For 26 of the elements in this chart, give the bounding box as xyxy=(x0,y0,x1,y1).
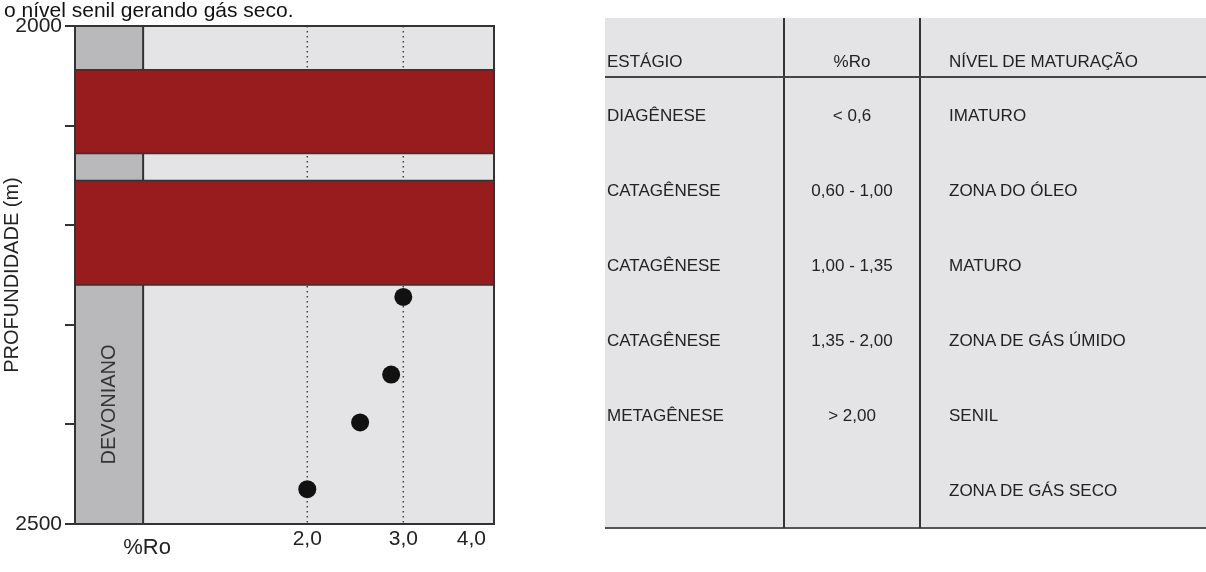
text: CATAGÊNESE xyxy=(605,153,785,228)
text: ZONA DE GÁS SECO xyxy=(948,479,1119,502)
category-label: ESTÁGIO xyxy=(605,18,785,76)
text: < 0,6 xyxy=(785,78,921,153)
x-tick-label: 3,0 xyxy=(388,526,418,550)
text: CATAGÊNESE xyxy=(605,303,785,378)
text: > 2,00 xyxy=(785,378,921,453)
y-tick-label: 2500 xyxy=(15,510,62,534)
text: METAGÊNESE xyxy=(605,378,785,453)
text: MATURO xyxy=(948,254,1023,277)
text: CATAGÊNESE xyxy=(605,228,785,303)
text: ZONA DO ÓLEO xyxy=(948,179,1079,202)
text: DIAGÊNESE xyxy=(605,78,785,153)
text: 1,00 - 1,35 xyxy=(785,228,921,303)
text: ZONA DE GÁS ÚMIDO xyxy=(948,329,1127,352)
text: SENIL xyxy=(948,404,1000,427)
x-tick-label: 2,0 xyxy=(292,526,322,550)
text: 0,60 - 1,00 xyxy=(785,153,921,228)
text: 1,35 - 2,00 xyxy=(785,303,921,378)
text: IMATURO xyxy=(948,104,1028,127)
band-label: DEVONIANO xyxy=(96,344,119,465)
category-label: %Ro xyxy=(785,18,921,76)
y-axis-title: PROFUNDIDADE (m) xyxy=(0,177,22,373)
x-axis-title: %Ro xyxy=(123,534,171,559)
category-label: NÍVEL DE MATURAÇÃO xyxy=(948,51,1139,73)
x-tick-label: 4,0 xyxy=(456,526,487,550)
